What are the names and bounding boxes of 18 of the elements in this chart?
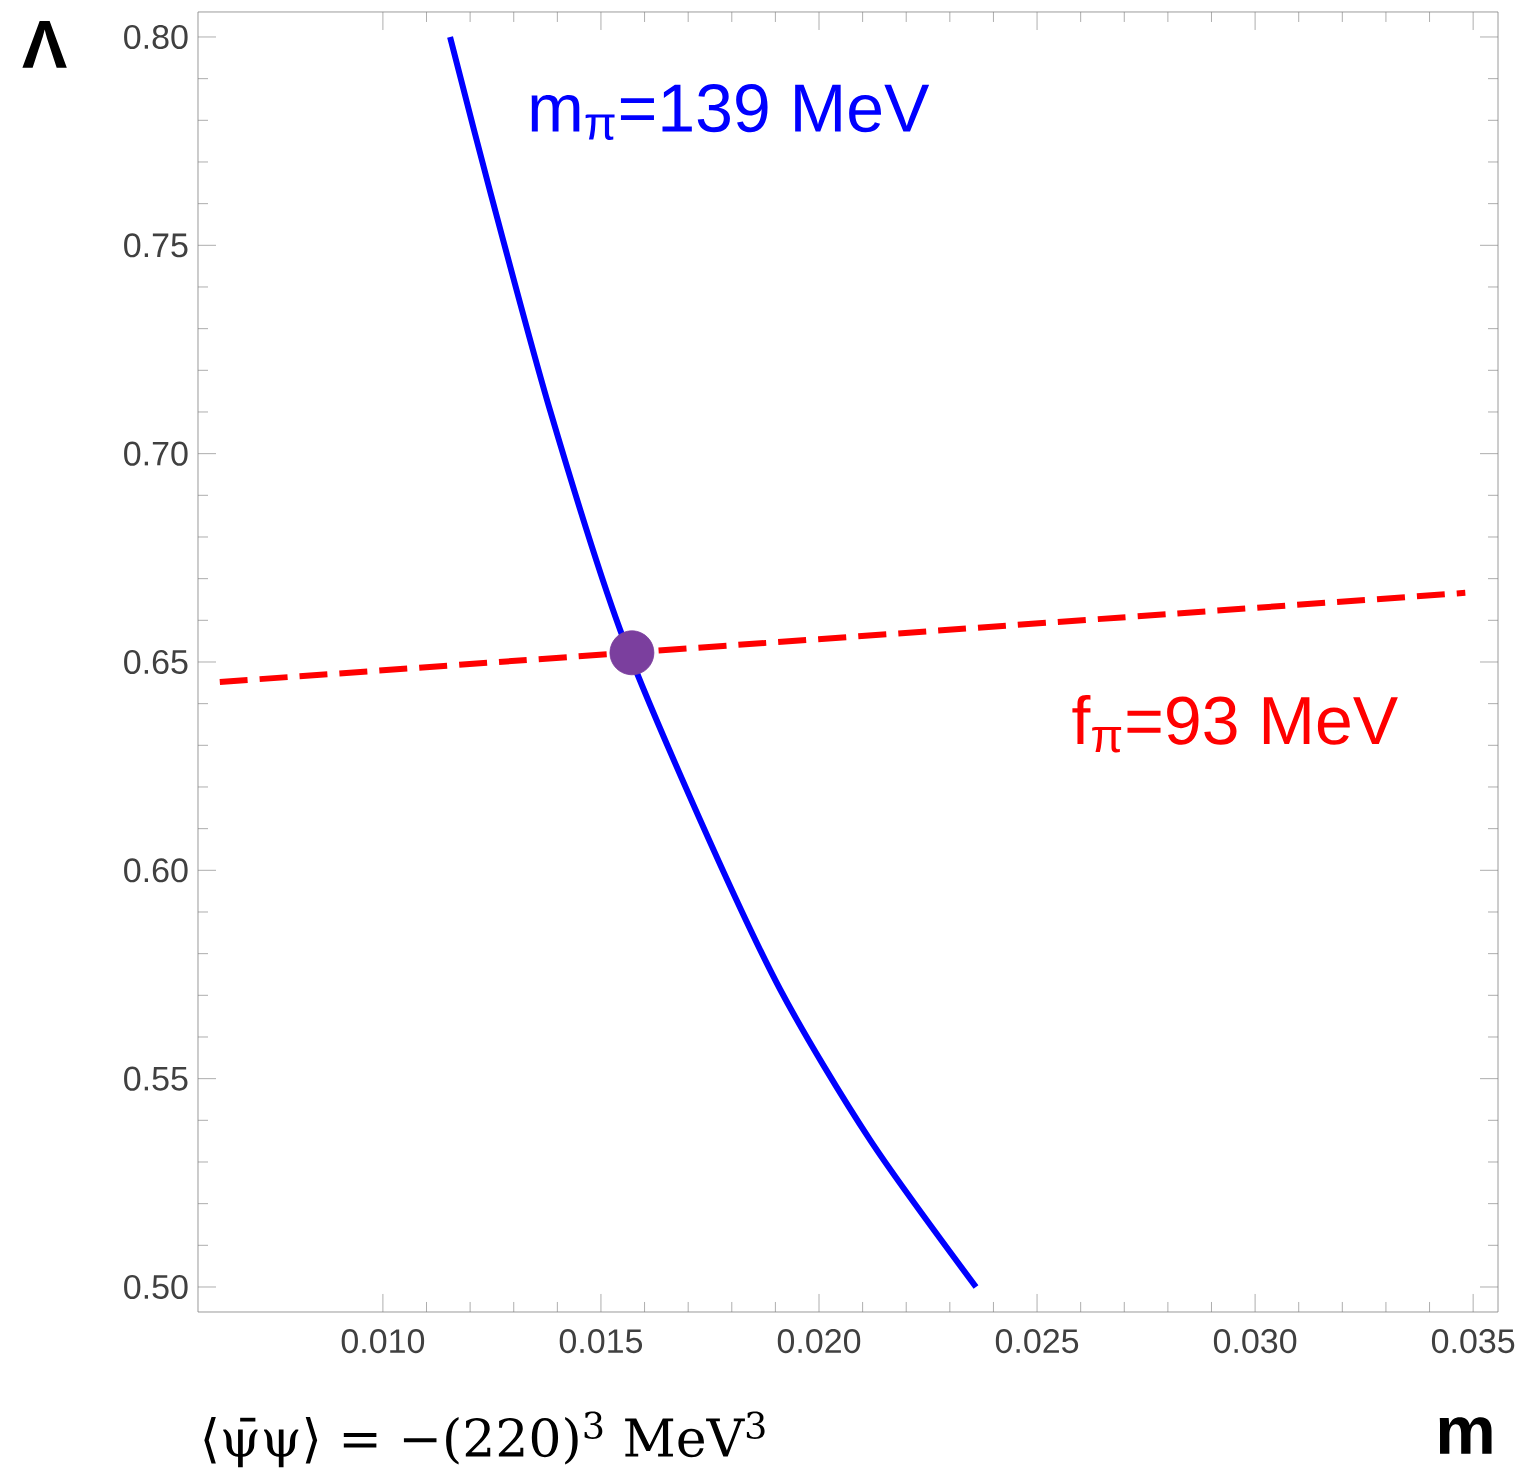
y-tick-label: 0.65 bbox=[124, 649, 188, 675]
y-tick-label: 0.80 bbox=[124, 24, 188, 50]
y-tick-label: 0.55 bbox=[124, 1066, 188, 1091]
x-tick-label: 0.035 bbox=[1431, 1329, 1515, 1354]
x-tick-label: 0.010 bbox=[341, 1329, 425, 1354]
series-label: m$_{π}$=139 MeV bbox=[531, 84, 930, 141]
x-axis-title: m bbox=[1439, 1417, 1492, 1454]
text: ⟨ψ̄ψ⟩ = −(220)$^{3}$ MeV$^{3}$ bbox=[204, 1411, 765, 1468]
y-axis-title: Λ bbox=[22, 21, 67, 68]
x-tick-label: 0.015 bbox=[559, 1329, 643, 1354]
series-label: f$_{π}$=93 MeV bbox=[1072, 694, 1398, 753]
x-tick-label: 0.020 bbox=[777, 1329, 861, 1354]
x-tick-label: 0.030 bbox=[1213, 1329, 1297, 1354]
y-tick-label: 0.50 bbox=[124, 1274, 188, 1300]
y-tick-label: 0.60 bbox=[124, 858, 188, 883]
y-tick-label: 0.75 bbox=[124, 233, 188, 258]
y-tick-label: 0.70 bbox=[124, 441, 188, 466]
x-tick-label: 0.025 bbox=[995, 1329, 1079, 1354]
